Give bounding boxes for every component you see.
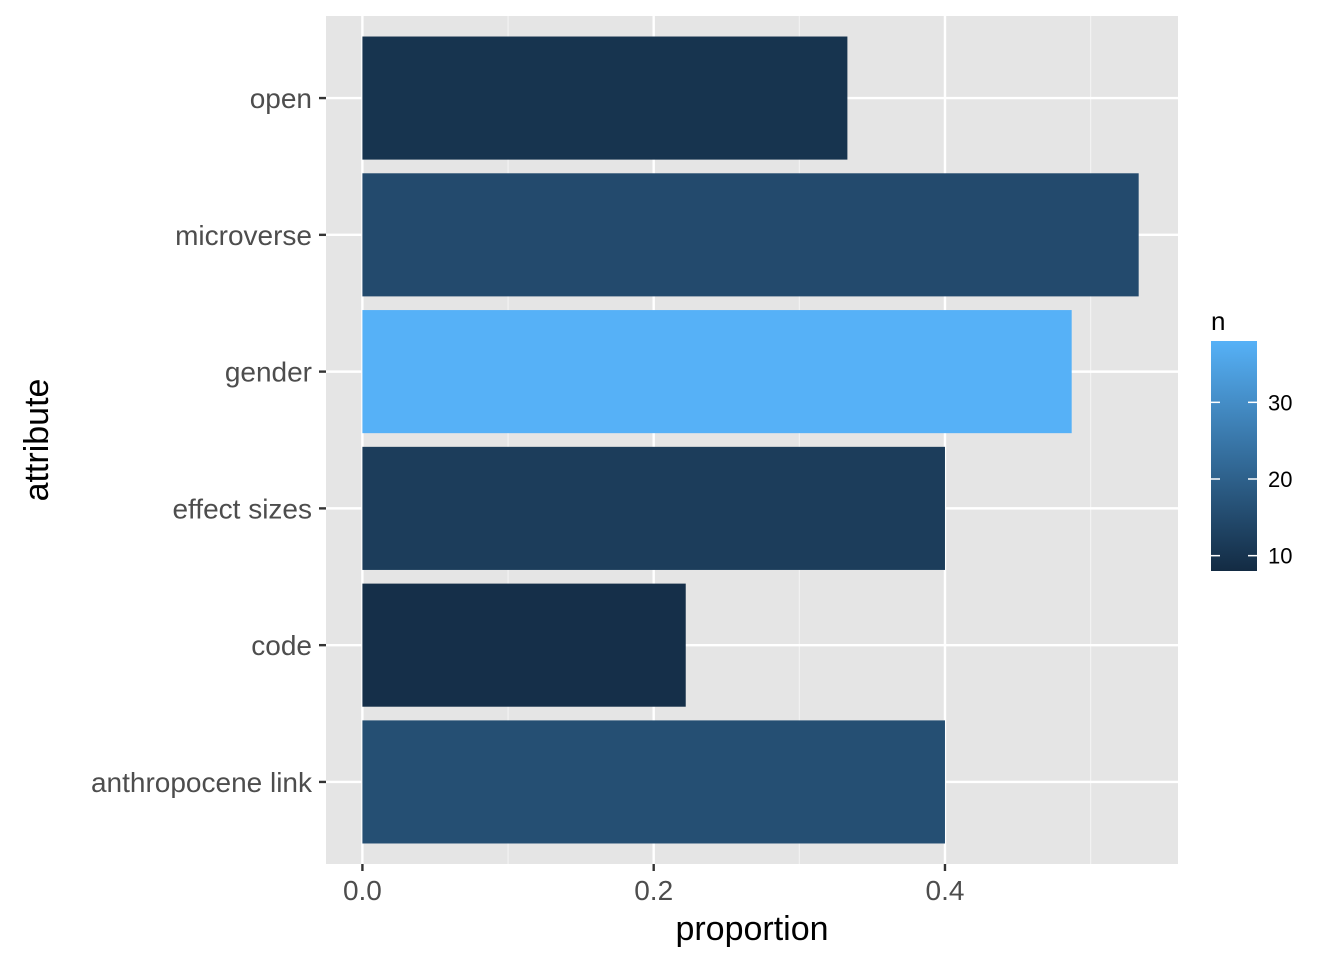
legend-tick-label: 20	[1268, 467, 1292, 492]
legend-title: n	[1211, 306, 1225, 336]
y-axis: open microverse gender effect sizes code anth…	[91, 83, 326, 798]
y-tick-label: microverse	[175, 220, 312, 251]
x-axis: 0.0 0.2 0.4	[343, 864, 965, 906]
legend-colorbar	[1211, 341, 1257, 571]
y-axis-title: attribute	[18, 379, 56, 502]
bars	[362, 36, 1139, 844]
y-tick-label: code	[251, 630, 312, 661]
bar-effect-sizes	[362, 446, 945, 570]
legend-tick-label: 10	[1268, 544, 1292, 569]
bar-code	[362, 583, 686, 707]
x-tick-label: 0.0	[343, 875, 382, 906]
legend: n 10 20 30	[1211, 306, 1292, 571]
bar-microverse	[362, 173, 1139, 297]
x-tick-label: 0.2	[634, 875, 673, 906]
legend-tick-label: 30	[1268, 390, 1292, 415]
y-tick-label: effect sizes	[172, 493, 312, 524]
legend-ticks: 10 20 30	[1211, 390, 1292, 569]
y-tick-label: anthropocene link	[91, 767, 313, 798]
x-axis-title: proportion	[675, 910, 828, 948]
x-tick-label: 0.4	[926, 875, 965, 906]
y-tick-label: gender	[225, 357, 312, 388]
bar-open	[362, 36, 848, 160]
bar-gender	[362, 310, 1072, 434]
y-tick-label: open	[250, 83, 312, 114]
bar-anthropocene-link	[362, 720, 945, 844]
